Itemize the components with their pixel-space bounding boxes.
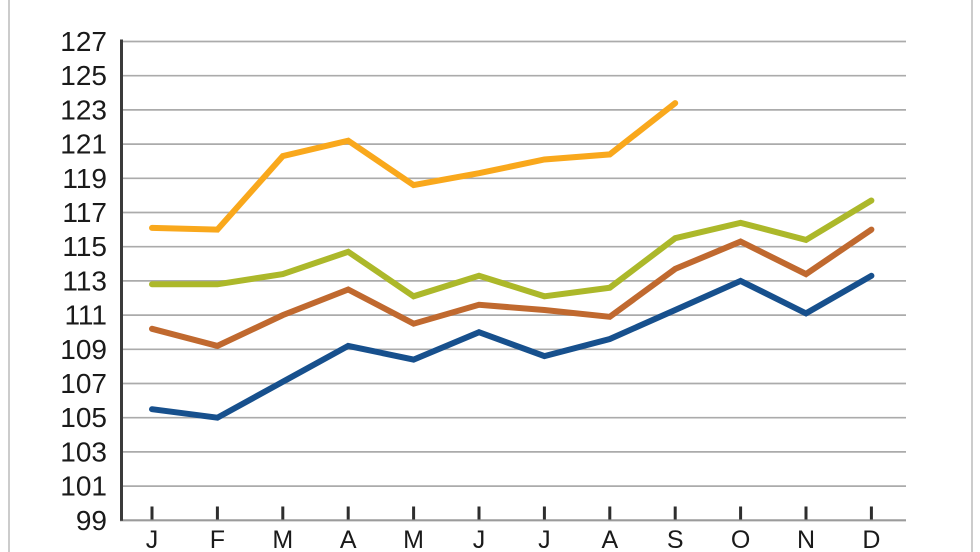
x-tick-label: N bbox=[797, 526, 815, 552]
y-tick-label: 105 bbox=[60, 402, 107, 433]
x-tick-label: D bbox=[862, 526, 880, 552]
y-tick-label: 119 bbox=[62, 163, 107, 194]
y-tick-label: 103 bbox=[60, 436, 107, 467]
y-tick-label: 101 bbox=[60, 471, 107, 502]
y-tick-label: 111 bbox=[64, 300, 107, 331]
y-tick-label: 125 bbox=[60, 60, 107, 91]
x-tick-label: J bbox=[146, 526, 159, 552]
y-tick-label: 121 bbox=[60, 129, 107, 160]
y-tick-label: 115 bbox=[62, 231, 107, 262]
page-left-border-line bbox=[8, 0, 10, 552]
x-tick-label: A bbox=[601, 526, 618, 552]
y-tick-label: 113 bbox=[62, 265, 107, 296]
x-tick-label: S bbox=[667, 526, 684, 552]
y-tick-label: 127 bbox=[60, 26, 107, 57]
data-line-amber bbox=[149, 100, 679, 233]
y-tick-label: 107 bbox=[60, 368, 107, 399]
y-tick-label: 123 bbox=[60, 94, 107, 125]
x-tick-label: J bbox=[538, 526, 551, 552]
x-tick-label: J bbox=[473, 526, 486, 552]
x-tick-label: F bbox=[210, 526, 225, 552]
data-line-navy bbox=[149, 272, 875, 421]
y-tick-label: 117 bbox=[62, 197, 107, 228]
x-tick-label: A bbox=[340, 526, 357, 552]
y-tick-label: 99 bbox=[76, 505, 107, 536]
x-tick-label: M bbox=[403, 526, 424, 552]
x-tick-label: O bbox=[731, 526, 750, 552]
data-line-rust bbox=[149, 226, 875, 350]
y-tick-label: 109 bbox=[60, 334, 107, 365]
data-line-olive bbox=[149, 197, 875, 300]
page-right-border-line bbox=[971, 0, 973, 552]
x-tick-label: M bbox=[272, 526, 293, 552]
